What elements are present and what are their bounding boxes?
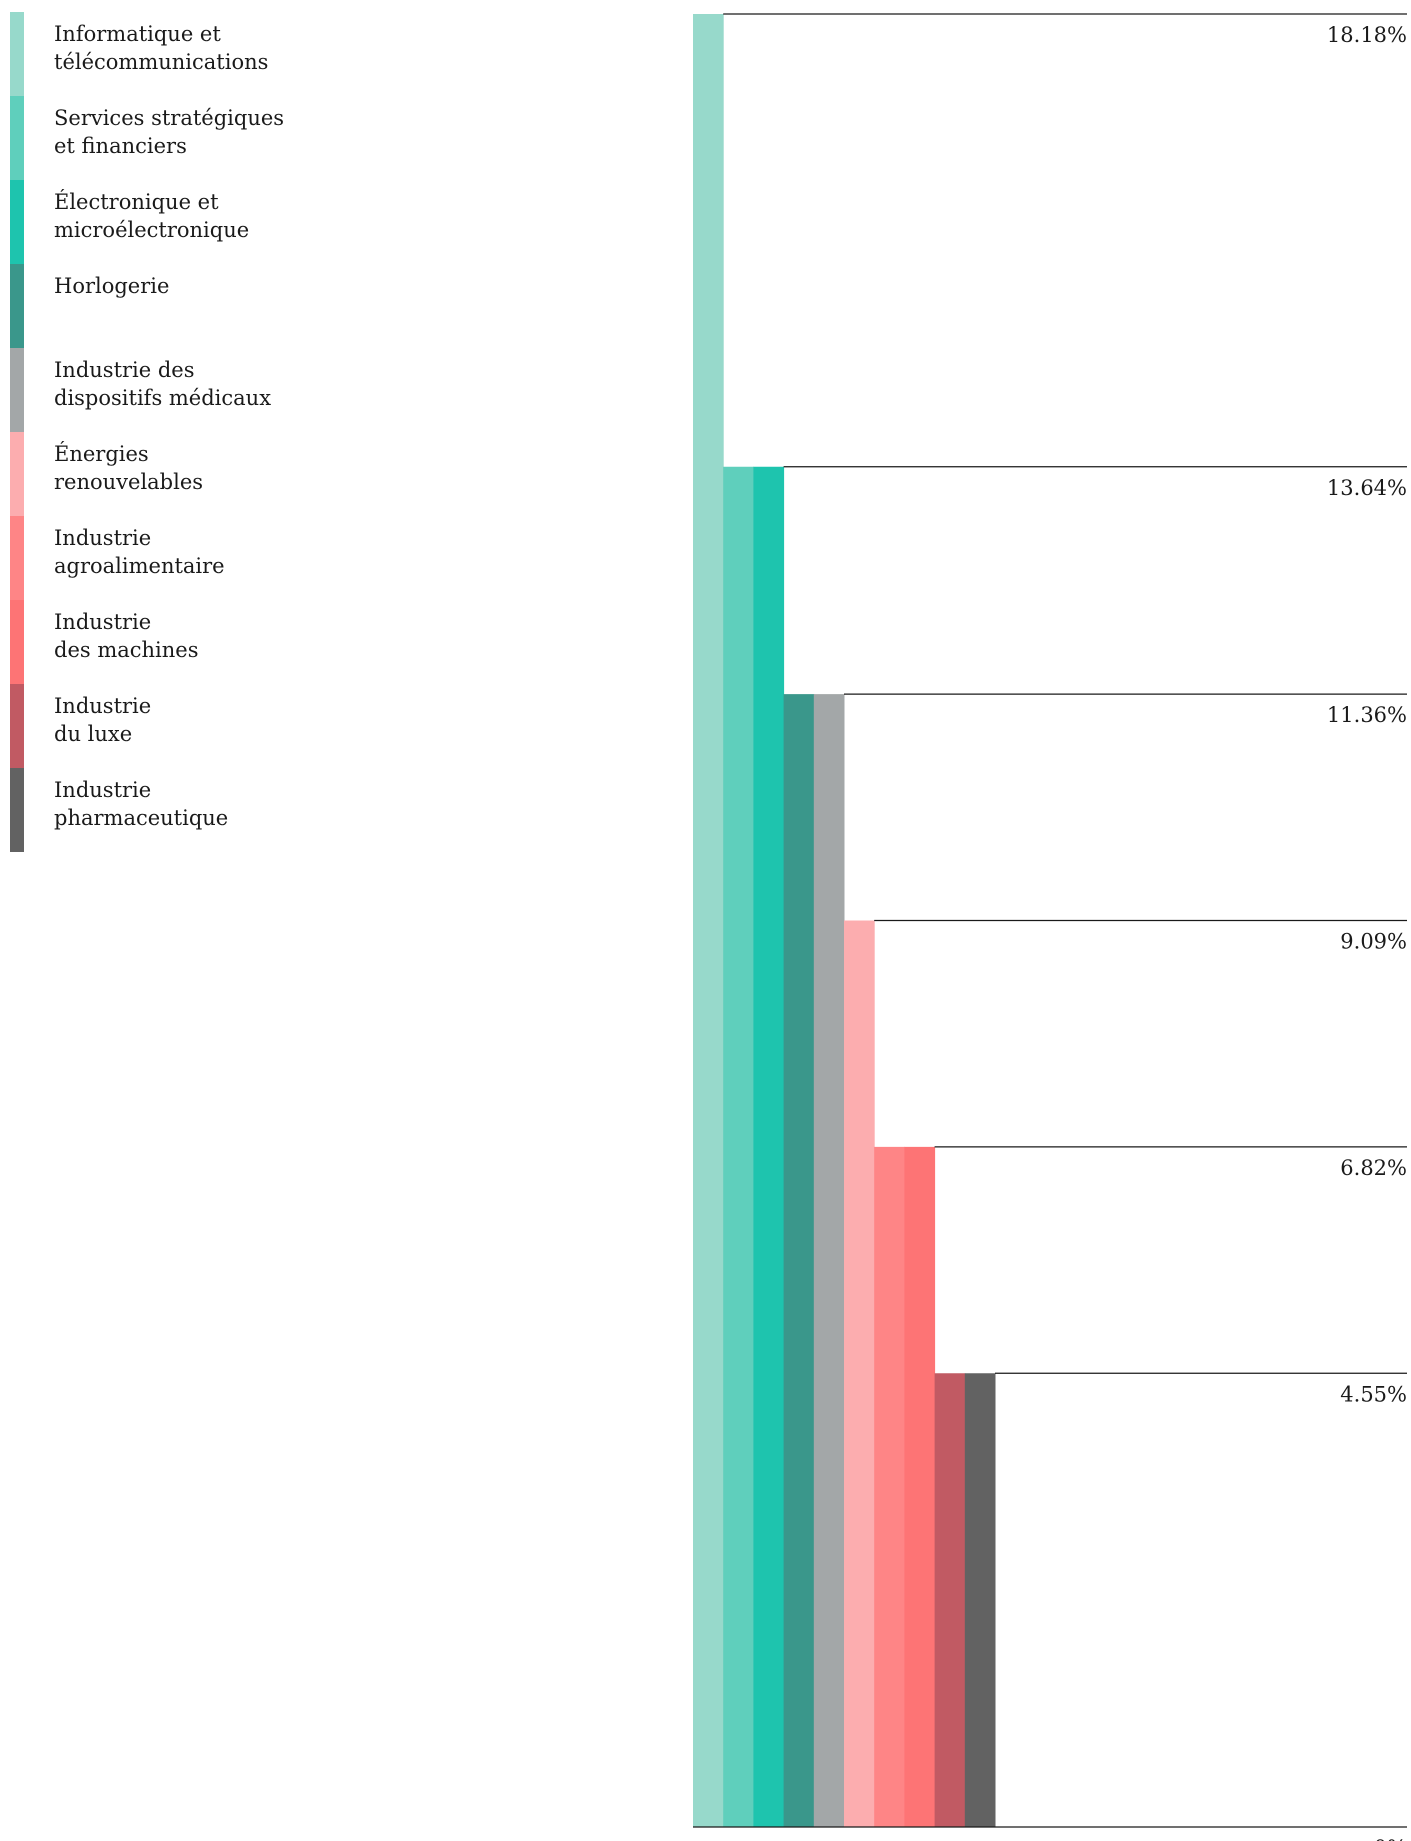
legend-label: Informatique et télécommunications [54,22,269,74]
legend-item: Services stratégiques et financiers [10,96,340,180]
legend-swatch [10,12,24,96]
legend-swatch [10,264,24,348]
legend-item: Industrie pharmaceutique [10,768,340,852]
legend-item: Informatique et télécommunications [10,12,340,96]
chart-legend: Informatique et télécommunications Servic… [10,12,340,852]
y-tick-label: 4.55% [1340,1382,1407,1406]
bar [874,1146,905,1827]
legend-label: Industrie pharmaceutique [54,778,229,830]
legend-label: Industrie du luxe [54,694,152,746]
bar [723,466,754,1828]
legend-item: Industrie des dispositifs médicaux [10,348,340,432]
legend-label: Industrie des machines [54,610,199,662]
y-tick-label: 13.64% [1327,476,1407,500]
legend-item: Industrie agroalimentaire [10,516,340,600]
legend-item: Industrie du luxe [10,684,340,768]
legend-item: Énergies renouvelables [10,432,340,516]
legend-label: Industrie des dispositifs médicaux [54,358,272,410]
legend-swatch [10,432,24,516]
bar [934,1373,966,1827]
legend-swatch [10,768,24,852]
bar [964,1373,996,1827]
legend-swatch [10,600,24,684]
y-tick-label: 6.82% [1340,1156,1407,1180]
legend-label: Électronique et microélectronique [54,190,250,242]
bar [813,694,845,1828]
legend-item: Horlogerie [10,264,340,348]
legend-label: Industrie agroalimentaire [54,526,225,578]
legend-swatch [10,96,24,180]
y-tick-label: 18.18% [1327,23,1407,47]
legend-swatch [10,348,24,432]
bar [753,466,785,1828]
legend-label: Services stratégiques et financiers [54,106,285,158]
legend-label: Énergies renouvelables [54,442,204,494]
legend-item: Électronique et microélectronique [10,180,340,264]
bar [844,920,875,1827]
bar [693,14,724,1827]
bar [783,694,815,1828]
y-tick-label: 0% [1374,1836,1407,1841]
y-tick-label: 11.36% [1327,703,1407,727]
bar [904,1146,936,1827]
legend-swatch [10,180,24,264]
legend-swatch [10,684,24,768]
legend-item: Industrie des machines [10,600,340,684]
y-tick-label: 9.09% [1340,930,1407,954]
legend-label: Horlogerie [54,274,170,298]
legend-swatch [10,516,24,600]
